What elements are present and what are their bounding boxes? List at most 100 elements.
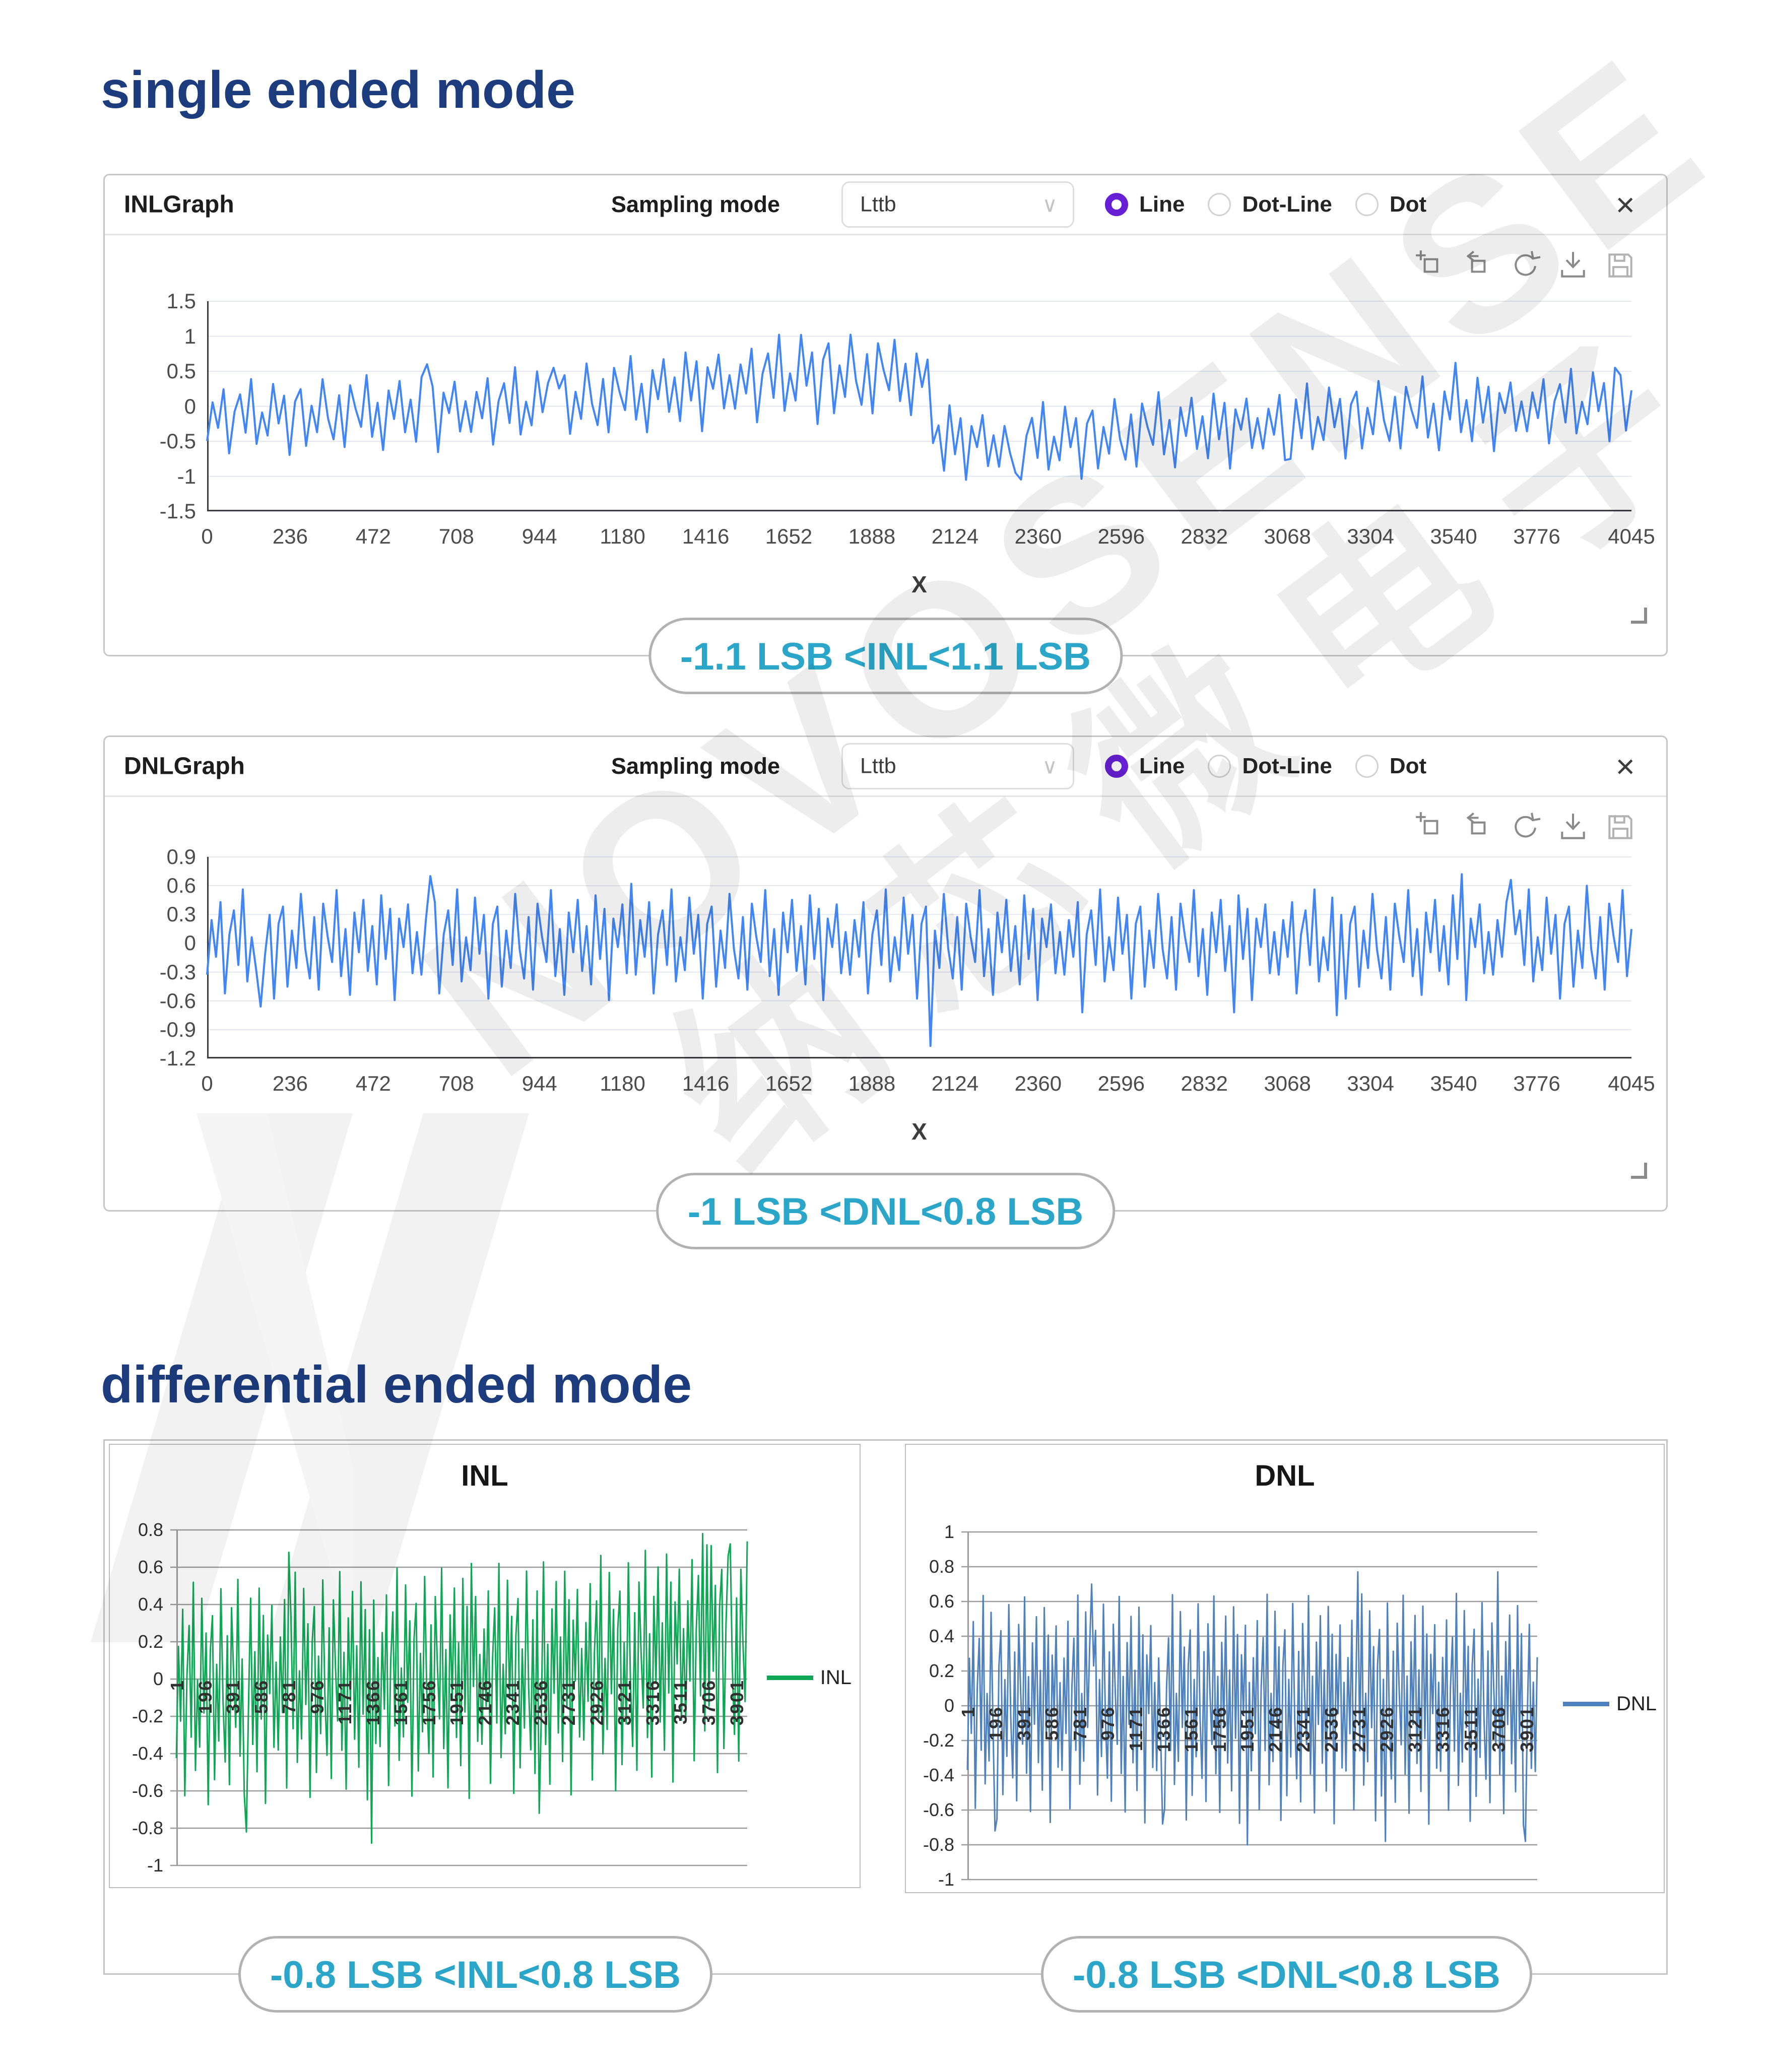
x-tick-label: 2832 <box>1181 1072 1228 1095</box>
excel-dnl-series <box>966 1571 1538 1846</box>
x-tick-label: 976 <box>1097 1706 1119 1741</box>
radio-line-dot[interactable] <box>1105 193 1128 216</box>
y-tick-label: 0.6 <box>138 1557 163 1577</box>
x-tick-label: 708 <box>438 524 474 548</box>
x-tick-label: 1416 <box>682 1072 730 1095</box>
excel-inl-legend: INL <box>766 1666 852 1689</box>
series-style-radio-group: Line Dot-Line Dot <box>1105 737 1426 795</box>
dnl-graph-series <box>206 873 1632 1047</box>
dnl-chart-plot-area[interactable]: 0.9 0.6 0.3 0 -0.3 -0.6 -0.9 -1.2 0 236 472 708 944 1… <box>160 845 1655 1145</box>
close-icon[interactable]: × <box>1615 748 1635 785</box>
differential-results-box: INL 0.8 0.6 0.4 0.2 0 -0.2 -0.4 -0.6 -0.8 -1 1 196 3… <box>103 1439 1668 2013</box>
x-tick-label: 2124 <box>931 1072 979 1095</box>
refresh-icon[interactable] <box>1510 812 1541 843</box>
radio-dot-line-dot[interactable] <box>1208 193 1231 216</box>
x-tick-label: 3540 <box>1430 524 1477 548</box>
x-tick-label: 3304 <box>1347 524 1394 548</box>
radio-dot-line[interactable]: Dot-Line <box>1208 754 1332 779</box>
x-tick-label: 3706 <box>698 1679 719 1726</box>
refresh-icon[interactable] <box>1510 250 1541 281</box>
resize-corner-icon[interactable] <box>1631 1163 1647 1179</box>
y-tick-label: 0 <box>184 931 196 955</box>
zoom-box-icon[interactable] <box>1415 250 1447 281</box>
x-tick-label: 1652 <box>765 524 813 548</box>
y-tick-label: -1 <box>147 1855 163 1876</box>
x-tick-label: 196 <box>986 1706 1007 1741</box>
radio-dot[interactable]: Dot <box>1355 754 1426 779</box>
x-tick-label: 586 <box>250 1679 272 1714</box>
sampling-mode-dropdown[interactable]: Lttb ∨ <box>841 743 1074 789</box>
x-tick-label: 3316 <box>1432 1706 1454 1753</box>
x-tick-label: 1888 <box>848 1072 896 1095</box>
x-tick-label: 2341 <box>502 1679 523 1726</box>
history-box-icon[interactable] <box>1463 250 1494 281</box>
excel-dnl-chart: DNL 1 0.8 0.6 0.4 0.2 0 -0.2 -0.4 -0.6 -0.8 -1 1 196… <box>905 1444 1665 1893</box>
y-tick-label: -1.5 <box>159 499 196 523</box>
y-tick-label: -0.8 <box>132 1818 163 1838</box>
inl-graph-svg <box>206 301 1632 512</box>
x-tick-label: 472 <box>355 1072 391 1095</box>
inl-summary-badge: -1.1 LSB <INL<1.1 LSB <box>648 618 1123 694</box>
radio-dot[interactable]: Dot <box>1355 192 1426 217</box>
close-icon[interactable]: × <box>1615 186 1635 223</box>
dnl-panel-header: DNLGraph Sampling mode Lttb ∨ Line Dot-L… <box>105 737 1666 795</box>
y-tick-label: 1.5 <box>166 289 196 313</box>
radio-line-label: Line <box>1139 192 1185 217</box>
radio-line-dot[interactable] <box>1105 755 1128 778</box>
x-tick-label: 781 <box>279 1679 300 1714</box>
x-tick-label: 391 <box>223 1679 244 1714</box>
dnl-graph-panel: DNLGraph Sampling mode Lttb ∨ Line Dot-L… <box>103 736 1668 1249</box>
y-tick-label: 0.3 <box>166 902 196 926</box>
x-tick-label: 3706 <box>1488 1706 1510 1753</box>
x-tick-label: 2341 <box>1293 1706 1314 1753</box>
x-tick-label: 3511 <box>1460 1706 1481 1752</box>
download-icon[interactable] <box>1557 250 1589 281</box>
panel-title-dnlgraph: DNLGraph <box>124 753 245 780</box>
x-tick-label: 3540 <box>1430 1072 1477 1095</box>
radio-dot-line-label: Dot-Line <box>1242 754 1332 778</box>
legend-line-swatch <box>1562 1702 1609 1706</box>
x-tick-label: 3304 <box>1347 1072 1394 1095</box>
radio-line[interactable]: Line <box>1105 754 1185 779</box>
inl-chart-plot-area[interactable]: 1.5 1 0.5 0 -0.5 -1 -1.5 0 236 472 708 944 1180 1416 1… <box>160 289 1655 597</box>
radio-dot-dot[interactable] <box>1355 755 1379 778</box>
y-tick-label: 0 <box>153 1668 163 1689</box>
save-icon[interactable] <box>1605 250 1636 281</box>
x-tick-label: 3776 <box>1513 1072 1560 1095</box>
sampling-mode-dropdown[interactable]: Lttb ∨ <box>841 181 1074 228</box>
x-tick-label: 586 <box>1041 1706 1063 1741</box>
x-tick-label: 1756 <box>1209 1706 1230 1753</box>
save-icon[interactable] <box>1605 812 1636 843</box>
x-tick-label: 0 <box>201 1072 213 1095</box>
radio-line-label: Line <box>1139 754 1185 778</box>
x-tick-label: 4045 <box>1608 1072 1655 1095</box>
y-tick-label: -0.6 <box>923 1799 954 1820</box>
inl-panel-header: INLGraph Sampling mode Lttb ∨ Line Dot-L… <box>105 175 1666 234</box>
radio-dot-line-dot[interactable] <box>1208 755 1231 778</box>
radio-dot-dot[interactable] <box>1355 193 1379 216</box>
y-tick-label: 0.9 <box>166 845 196 868</box>
excel-dnl-legend: DNL <box>1562 1693 1657 1715</box>
radio-dot-line[interactable]: Dot-Line <box>1208 192 1332 217</box>
x-tick-label: 2146 <box>1265 1706 1286 1753</box>
radio-dot-label: Dot <box>1389 754 1427 778</box>
x-tick-label: 1 <box>167 1679 187 1691</box>
y-tick-label: 0.2 <box>138 1631 163 1652</box>
x-tick-label: 1180 <box>600 1072 645 1095</box>
y-tick-label: 0.4 <box>138 1594 163 1615</box>
x-tick-label: 4045 <box>1608 524 1655 548</box>
radio-line[interactable]: Line <box>1105 192 1185 217</box>
y-tick-label: 0.4 <box>929 1626 954 1646</box>
download-icon[interactable] <box>1557 812 1589 843</box>
resize-corner-icon[interactable] <box>1631 608 1647 624</box>
history-box-icon[interactable] <box>1463 812 1494 843</box>
x-tick-label: 944 <box>521 524 557 548</box>
zoom-box-icon[interactable] <box>1415 812 1447 843</box>
x-tick-label: 196 <box>194 1679 216 1714</box>
excel-dnl-title: DNL <box>1255 1459 1315 1492</box>
x-tick-label: 3121 <box>1404 1706 1425 1753</box>
x-tick-label: 2360 <box>1014 1072 1062 1095</box>
section-title-differential-ended: differential ended mode <box>101 1356 692 1414</box>
legend-label: INL <box>820 1666 852 1689</box>
sampling-mode-value: Lttb <box>860 754 896 778</box>
